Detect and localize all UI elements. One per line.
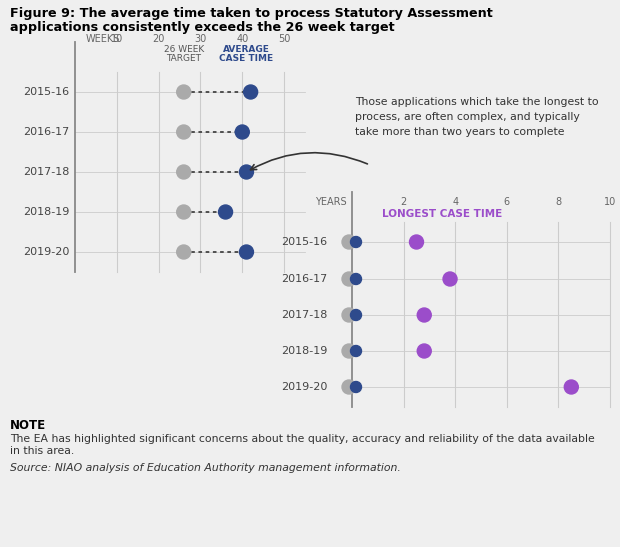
Circle shape [417,344,432,358]
Text: 2017-18: 2017-18 [22,167,69,177]
Text: TARGET: TARGET [166,54,202,63]
Circle shape [342,235,356,249]
Text: AVERAGE: AVERAGE [223,45,270,54]
Text: 2017-18: 2017-18 [281,310,327,320]
Circle shape [350,274,361,284]
Circle shape [177,165,191,179]
Circle shape [350,310,361,321]
Text: 2018-19: 2018-19 [22,207,69,217]
Text: 4: 4 [452,197,458,207]
Text: YEARS: YEARS [316,197,347,207]
Text: CASE TIME: CASE TIME [219,54,273,63]
Circle shape [342,308,356,322]
Text: 50: 50 [278,34,290,44]
Text: 2: 2 [401,197,407,207]
Text: 2015-16: 2015-16 [281,237,327,247]
Text: 2018-19: 2018-19 [281,346,327,356]
Circle shape [342,272,356,286]
FancyArrowPatch shape [250,153,368,170]
Circle shape [177,245,191,259]
Text: Figure 9: The average time taken to process Statutory Assessment: Figure 9: The average time taken to proc… [10,7,493,20]
Text: The EA has highlighted significant concerns about the quality, accuracy and reli: The EA has highlighted significant conce… [10,434,595,456]
Text: 6: 6 [503,197,510,207]
Circle shape [350,236,361,247]
Circle shape [244,85,258,99]
Text: NOTE: NOTE [10,419,46,432]
Text: 8: 8 [556,197,562,207]
Text: 2019-20: 2019-20 [22,247,69,257]
Text: 30: 30 [194,34,206,44]
Circle shape [350,346,361,357]
Text: 40: 40 [236,34,249,44]
Circle shape [417,308,432,322]
Circle shape [177,205,191,219]
Text: LONGEST CASE TIME: LONGEST CASE TIME [382,209,502,219]
Circle shape [177,125,191,139]
Circle shape [342,344,356,358]
Circle shape [239,245,254,259]
Text: 2016-17: 2016-17 [23,127,69,137]
Text: Those applications which take the longest to
process, are often complex, and typ: Those applications which take the longes… [355,97,599,137]
Circle shape [342,380,356,394]
Text: 2015-16: 2015-16 [23,87,69,97]
Circle shape [350,381,361,393]
Text: 2019-20: 2019-20 [281,382,327,392]
Text: 2016-17: 2016-17 [281,274,327,284]
Circle shape [218,205,232,219]
Circle shape [409,235,423,249]
Text: Source: NIAO analysis of Education Authority management information.: Source: NIAO analysis of Education Autho… [10,463,401,473]
Circle shape [443,272,457,286]
Text: 20: 20 [153,34,165,44]
Text: applications consistently exceeds the 26 week target: applications consistently exceeds the 26… [10,21,394,34]
Circle shape [564,380,578,394]
Text: WEEKS: WEEKS [86,34,120,44]
Text: 10: 10 [111,34,123,44]
Circle shape [235,125,249,139]
Circle shape [177,85,191,99]
Circle shape [239,165,254,179]
Text: 26 WEEK: 26 WEEK [164,45,204,54]
Text: 10: 10 [604,197,616,207]
